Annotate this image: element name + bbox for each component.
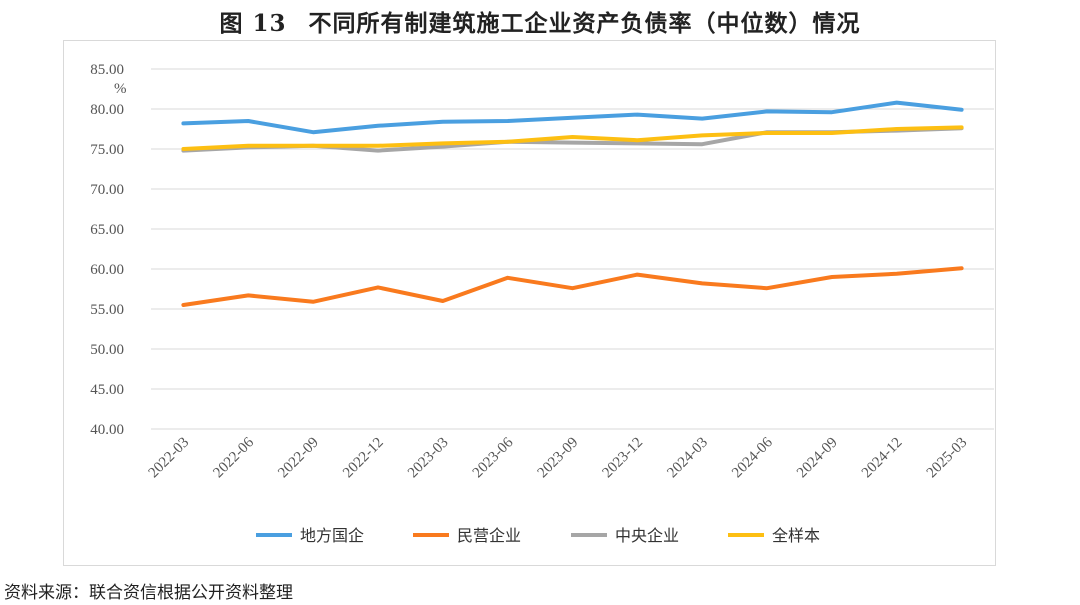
series-line-4	[181, 125, 964, 151]
y-tick-label: 40.00	[90, 422, 124, 438]
x-tick-label: 2024-03	[664, 435, 711, 482]
y-tick-label: 75.00	[90, 142, 124, 158]
series-line-1	[181, 100, 964, 135]
x-tick-label: 2023-12	[600, 435, 647, 482]
x-tick-label: 2023-06	[470, 434, 517, 481]
y-tick-label: 60.00	[90, 262, 124, 278]
x-tick-label: 2022-06	[210, 434, 257, 481]
source-note: 资料来源：联合资信根据公开资料整理	[4, 583, 293, 603]
legend-label: 地方国企	[300, 526, 364, 545]
y-axis-unit: %	[114, 81, 127, 97]
x-tick-label: 2023-09	[535, 435, 582, 482]
x-tick-label: 2023-03	[405, 435, 452, 482]
y-tick-label: 45.00	[90, 382, 124, 398]
y-tick-label: 50.00	[90, 342, 124, 358]
y-tick-label: 65.00	[90, 222, 124, 238]
x-tick-label: 2022-03	[146, 435, 193, 482]
x-tick-label: 2024-09	[794, 435, 841, 482]
y-tick-label: 70.00	[90, 182, 124, 198]
y-tick-label: 55.00	[90, 302, 124, 318]
y-tick-label: 85.00	[90, 62, 124, 78]
legend-label: 民营企业	[457, 526, 521, 545]
figure-number: 图 13	[219, 10, 287, 37]
x-tick-label: 2022-12	[340, 435, 387, 482]
x-tick-label: 2022-09	[275, 435, 322, 482]
figure-title: 图 13 不同所有制建筑施工企业资产负债率（中位数）情况	[0, 4, 1080, 38]
x-tick-label: 2025-03	[924, 435, 971, 482]
line-chart: 85.00 80.00 75.00 70.00 65.00 60.00 55.00 50.00…	[90, 62, 994, 545]
x-tick-label: 2024-06	[729, 434, 776, 481]
y-tick-label: 80.00	[90, 102, 124, 118]
chart-frame: 85.00 80.00 75.00 70.00 65.00 60.00 55.00 50.00…	[63, 40, 996, 566]
x-tick-label: 2024-12	[859, 435, 906, 482]
legend-label: 全样本	[772, 526, 820, 545]
series-line-2	[181, 266, 964, 307]
figure-title-text: 不同所有制建筑施工企业资产负债率（中位数）情况	[308, 10, 861, 37]
legend-label: 中央企业	[615, 526, 679, 545]
